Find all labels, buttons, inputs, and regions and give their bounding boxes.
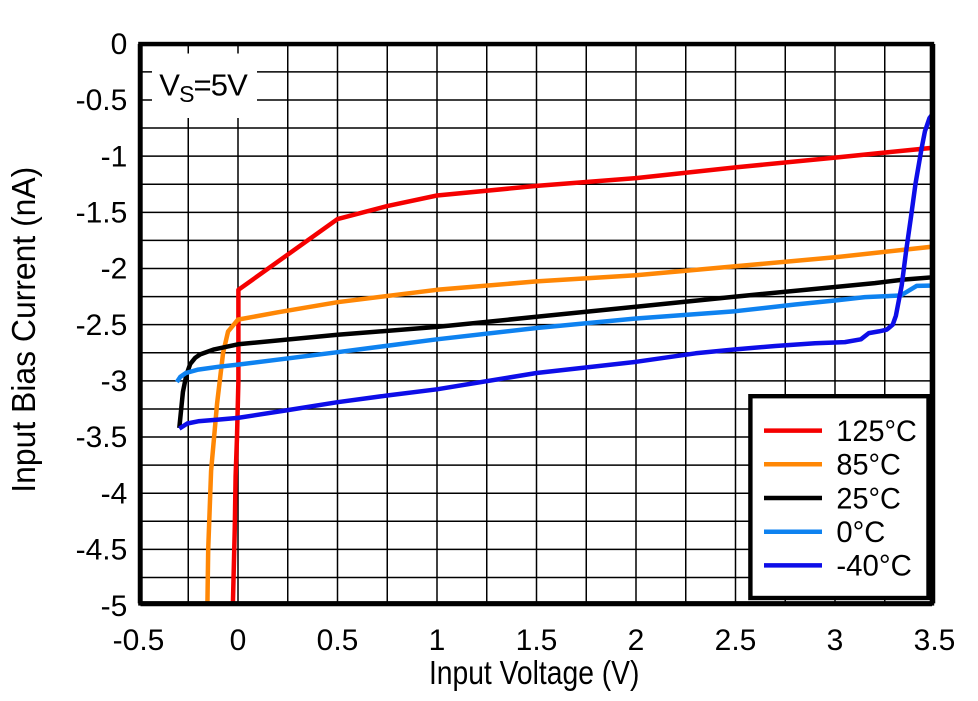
svg-text:0.5: 0.5 bbox=[317, 624, 359, 657]
svg-text:3.5: 3.5 bbox=[914, 624, 956, 657]
svg-text:Input Bias Current (nA): Input Bias Current (nA) bbox=[5, 167, 42, 493]
svg-text:85°C: 85°C bbox=[836, 449, 901, 482]
svg-text:-3.5: -3.5 bbox=[76, 421, 128, 454]
svg-text:Input Voltage (V): Input Voltage (V) bbox=[429, 654, 640, 691]
svg-text:-0.5: -0.5 bbox=[113, 624, 165, 657]
svg-text:-40°C: -40°C bbox=[836, 550, 912, 583]
svg-text:-1.5: -1.5 bbox=[76, 197, 128, 230]
svg-text:-2.5: -2.5 bbox=[76, 309, 128, 342]
svg-text:-4: -4 bbox=[101, 477, 128, 510]
svg-text:1.5: 1.5 bbox=[516, 624, 558, 657]
svg-text:125°C: 125°C bbox=[836, 415, 917, 448]
svg-text:-2: -2 bbox=[101, 253, 128, 286]
svg-text:0°C: 0°C bbox=[836, 516, 885, 549]
svg-text:VS=5V: VS=5V bbox=[159, 68, 248, 107]
svg-text:-5: -5 bbox=[101, 590, 128, 623]
svg-text:2: 2 bbox=[628, 624, 645, 657]
svg-text:3: 3 bbox=[827, 624, 844, 657]
svg-text:1: 1 bbox=[429, 624, 446, 657]
svg-text:0: 0 bbox=[111, 28, 128, 61]
svg-text:0: 0 bbox=[230, 624, 247, 657]
svg-text:25°C: 25°C bbox=[836, 482, 901, 515]
svg-text:-1: -1 bbox=[101, 140, 128, 173]
svg-text:-4.5: -4.5 bbox=[76, 534, 128, 567]
svg-text:-3: -3 bbox=[101, 365, 128, 398]
svg-text:2.5: 2.5 bbox=[715, 624, 757, 657]
svg-text:-0.5: -0.5 bbox=[76, 84, 128, 117]
